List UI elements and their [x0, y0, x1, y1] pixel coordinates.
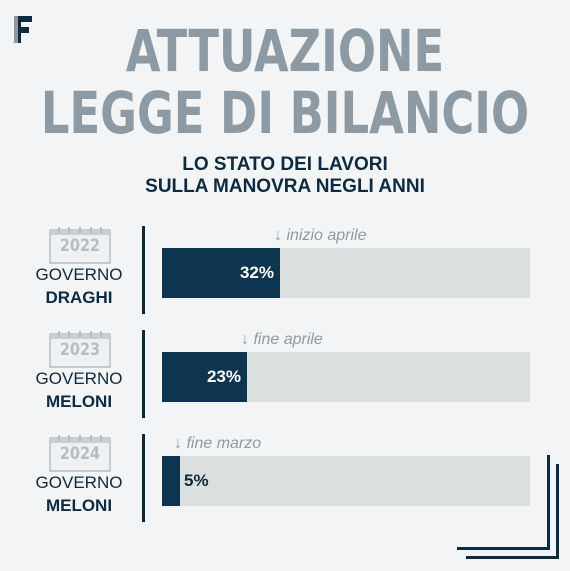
bar: [162, 456, 180, 506]
bar-track: 23%: [162, 352, 530, 402]
government-label: GOVERNO: [35, 473, 123, 492]
bar-track: 32%: [162, 248, 530, 298]
row-divider: [142, 226, 145, 314]
brand-logo: [14, 16, 32, 43]
calendar-icon: 2023: [49, 330, 111, 368]
timing-annotation: ↓ fine marzo: [174, 435, 262, 452]
calendar-icon: 2024: [49, 434, 111, 472]
chart-row: 2024 GOVERNO MELONI 5% ↓ fine marzo: [0, 430, 570, 526]
row-divider: [142, 434, 145, 522]
government-label: GOVERNO: [35, 369, 123, 388]
subtitle-line-1: LO STATO DEI LAVORI: [182, 154, 388, 175]
bar: [162, 352, 247, 402]
chart-subtitle: LO STATO DEI LAVORI SULLA MANOVRA NEGLI …: [0, 154, 570, 198]
corner-decoration: [547, 455, 550, 550]
subtitle-line-2: SULLA MANOVRA NEGLI ANNI: [145, 176, 425, 197]
category-label: 2022: [59, 236, 101, 256]
category-label: 2023: [59, 340, 101, 360]
bar-track: 5%: [162, 456, 530, 506]
category-label: 2024: [59, 444, 101, 464]
bar: [162, 248, 280, 298]
title-line-2: LEGGE DI BILANCIO: [40, 79, 530, 147]
government-name: MELONI: [45, 496, 113, 515]
corner-decoration: [556, 464, 559, 559]
government-name: MELONI: [45, 392, 113, 411]
calendar-icon: 2022: [49, 226, 111, 264]
data-label: 23%: [206, 367, 241, 386]
data-label: 32%: [239, 263, 274, 282]
data-label: 5%: [184, 471, 209, 490]
chart-row: 2023 GOVERNO MELONI 23% ↓ fine aprile: [0, 326, 570, 422]
corner-decoration: [457, 547, 550, 550]
row-divider: [142, 330, 145, 418]
title-line-1: ATTUAZIONE: [125, 17, 445, 85]
corner-decoration: [466, 556, 559, 559]
chart-title: ATTUAZIONE LEGGE DI BILANCIO: [0, 22, 570, 142]
timing-annotation: ↓ inizio aprile: [274, 227, 367, 244]
government-name: DRAGHI: [45, 288, 113, 307]
timing-annotation: ↓ fine aprile: [241, 331, 323, 348]
chart-row: 2022 GOVERNO DRAGHI 32% ↓ inizio aprile: [0, 222, 570, 318]
government-label: GOVERNO: [35, 265, 123, 284]
